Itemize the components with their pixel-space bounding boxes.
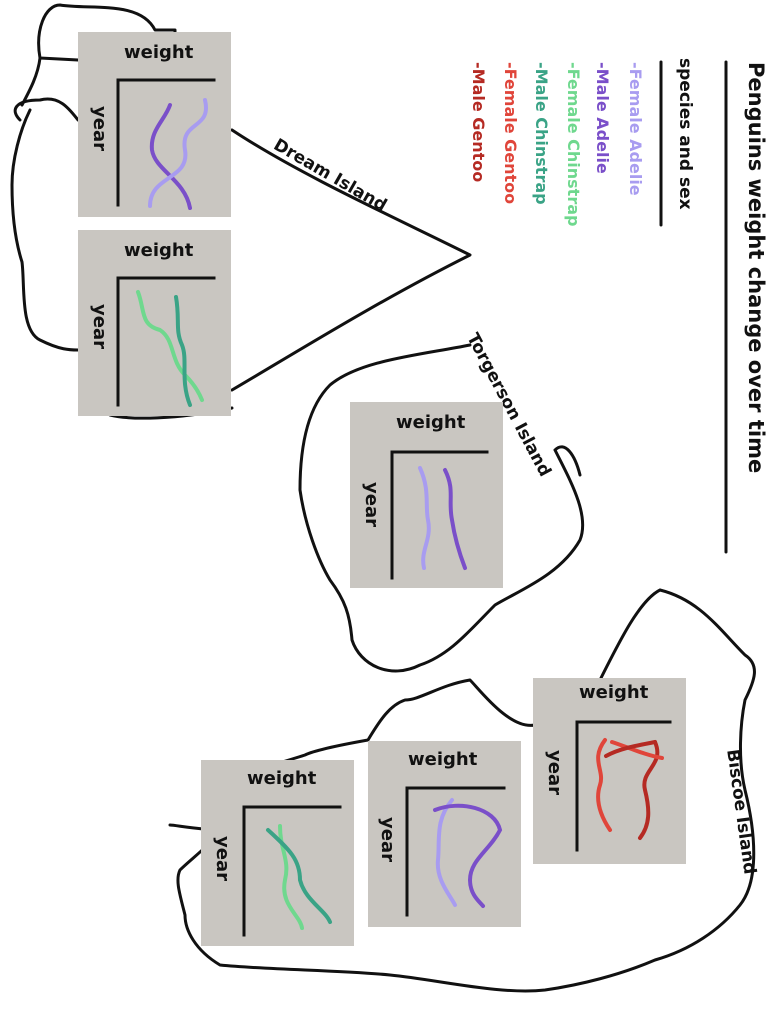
- curve-female-adelie: [418, 466, 431, 570]
- panel-weight-label: weight: [408, 749, 478, 770]
- axes-dream-adelie: [116, 78, 216, 207]
- axes-biscoe-chinstrap: [242, 805, 342, 937]
- curve-female-gentoo: [596, 738, 612, 832]
- curve-male-chinstrap: [266, 828, 332, 924]
- curve-male-adelie: [149, 103, 192, 210]
- torgerson-island-outline: [298, 343, 585, 673]
- curve-male-adelie: [443, 468, 467, 570]
- curve-male-chinstrap: [174, 295, 192, 407]
- axes-dream-chinstrap: [116, 276, 216, 407]
- dream-island-edge: [230, 128, 472, 392]
- panel-weight-label: weight: [247, 768, 317, 789]
- curve-male-adelie: [433, 803, 503, 908]
- panel-dream-adelie: weight year: [78, 32, 231, 217]
- panel-weight-label: weight: [124, 42, 194, 63]
- dream-island-outline: [10, 3, 177, 352]
- panel-biscoe-gentoo: weight year: [533, 678, 686, 864]
- curve-female-chinstrap: [136, 290, 204, 402]
- curve-female-adelie: [435, 798, 457, 907]
- axes-biscoe-gentoo: [575, 720, 672, 852]
- axes-torgerson-adelie: [390, 450, 489, 580]
- panel-weight-label: weight: [579, 682, 649, 703]
- panel-dream-chinstrap: weight year: [78, 230, 231, 416]
- panel-weight-label: weight: [396, 412, 466, 433]
- curve-male-gentoo-top: [604, 740, 657, 758]
- biscoe-island-outline: [168, 588, 756, 993]
- curve-female-gentoo-top: [610, 740, 664, 760]
- axes-biscoe-adelie: [405, 786, 506, 917]
- panel-weight-label: weight: [124, 240, 194, 261]
- curve-female-adelie: [148, 98, 208, 208]
- panel-biscoe-chinstrap: weight year: [201, 760, 354, 946]
